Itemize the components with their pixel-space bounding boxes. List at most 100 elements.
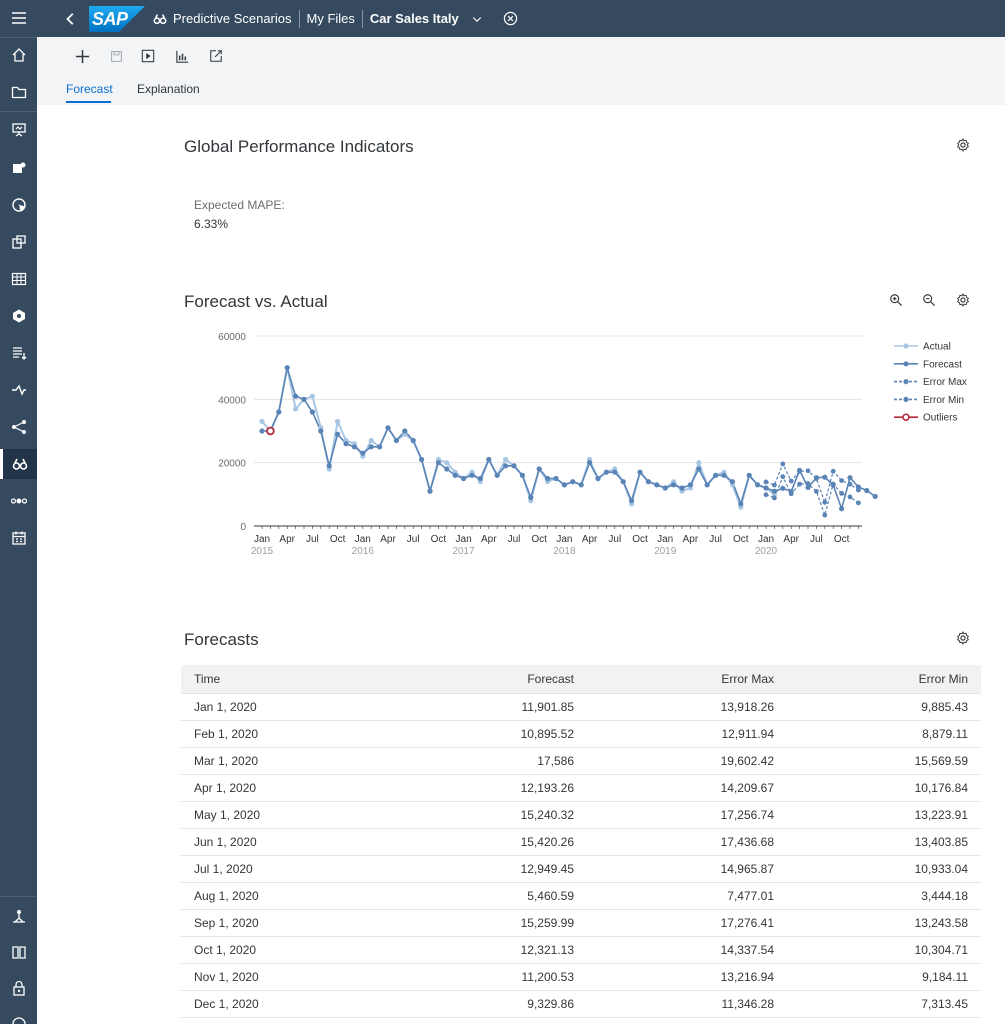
table-row[interactable]: Feb 1, 2020 10,895.52 12,911.94 8,879.11	[181, 720, 981, 748]
table-row[interactable]: Jan 1, 2020 11,901.85 13,918.26 9,885.43	[181, 693, 981, 721]
actual-point[interactable]	[503, 456, 509, 463]
error-min-point[interactable]	[805, 481, 811, 486]
error-max-point[interactable]	[822, 499, 828, 505]
actual-point[interactable]	[335, 418, 341, 425]
forecast-point[interactable]	[503, 463, 509, 469]
forecast-point[interactable]	[771, 488, 778, 494]
forecast-point[interactable]	[679, 485, 685, 491]
forecast-point[interactable]	[864, 487, 870, 494]
forecast-point[interactable]	[477, 475, 483, 482]
forecast-point[interactable]	[780, 485, 786, 491]
forecast-point[interactable]	[444, 466, 450, 472]
error-max-point[interactable]	[788, 478, 794, 484]
forecast-point[interactable]	[721, 472, 727, 478]
forecast-point[interactable]	[343, 441, 349, 447]
workflow-icon[interactable]	[0, 486, 37, 516]
error-max-point[interactable]	[772, 482, 777, 488]
forecast-point[interactable]	[805, 484, 811, 490]
forecast-point[interactable]	[654, 482, 660, 488]
forecast-point[interactable]	[637, 469, 643, 475]
forecast-point[interactable]	[284, 365, 290, 371]
column-header-forecast[interactable]: Forecast	[377, 665, 574, 694]
forecast-point[interactable]	[419, 456, 425, 463]
legend-label[interactable]: Forecast	[923, 359, 962, 370]
table-row[interactable]: Jun 1, 2020 15,420.26 17,436.68 13,403.85	[181, 828, 981, 856]
run-icon[interactable]	[137, 45, 159, 67]
table-row[interactable]: Apr 1, 2020 12,193.26 14,209.67 10,176.84	[181, 774, 981, 802]
forecast-point[interactable]	[553, 475, 559, 482]
forecast-point[interactable]	[368, 444, 374, 450]
forecast-point[interactable]	[393, 437, 399, 444]
error-max-point[interactable]	[839, 478, 844, 483]
legend-label[interactable]: Actual	[923, 342, 951, 353]
error-max-point[interactable]	[847, 481, 853, 487]
column-header-time[interactable]: Time	[181, 665, 377, 694]
forecast-point[interactable]	[494, 472, 500, 478]
forecast-point[interactable]	[377, 444, 383, 450]
forecast-point[interactable]	[662, 485, 668, 491]
actual-point[interactable]	[293, 406, 299, 412]
table-row[interactable]: Sep 1, 2020 15,259.99 17,276.41 13,243.58	[181, 909, 981, 937]
forecast-point[interactable]	[452, 472, 458, 478]
error-min-point[interactable]	[772, 495, 777, 501]
system-icon[interactable]	[0, 1008, 37, 1024]
forecast-point[interactable]	[713, 472, 719, 478]
error-min-point[interactable]	[847, 494, 853, 500]
forecast-point[interactable]	[839, 506, 845, 512]
menu-icon[interactable]	[0, 3, 37, 33]
forecast-point[interactable]	[318, 428, 324, 434]
table-row[interactable]: Jul 1, 2020 12,949.45 14,965.87 10,933.04	[181, 855, 981, 883]
actual-point[interactable]	[368, 437, 374, 444]
predictive-scenarios-icon[interactable]	[0, 449, 37, 479]
forecast-point[interactable]	[746, 472, 752, 478]
sap-logo[interactable]: SAP	[89, 5, 145, 32]
forecast-point[interactable]	[351, 444, 357, 450]
back-icon[interactable]	[59, 7, 83, 31]
analytics-icon[interactable]	[0, 190, 37, 220]
forecast-point[interactable]	[469, 472, 475, 478]
table-row[interactable]: Mar 1, 2020 17,586 19,602.42 15,569.59	[181, 747, 981, 775]
forecast-point[interactable]	[645, 479, 651, 485]
table-gear-icon[interactable]	[956, 631, 972, 647]
forecast-point[interactable]	[309, 409, 315, 415]
security-lock-icon[interactable]	[0, 973, 37, 1003]
error-max-point[interactable]	[805, 468, 811, 474]
forecast-point[interactable]	[612, 469, 618, 475]
error-min-point[interactable]	[856, 500, 861, 506]
chevron-down-icon[interactable]	[471, 13, 483, 25]
presentation-icon[interactable]	[0, 115, 37, 145]
table-row[interactable]: Oct 1, 2020 12,321.13 14,337.54 10,304.71	[181, 936, 981, 964]
error-max-point[interactable]	[780, 461, 786, 467]
forecast-point[interactable]	[578, 482, 584, 488]
error-min-point[interactable]	[814, 488, 819, 494]
forecast-point[interactable]	[545, 475, 551, 482]
actual-point[interactable]	[696, 460, 702, 466]
table-row[interactable]: Dec 1, 2020 9,329.86 11,346.28 7,313.45	[181, 990, 981, 1018]
zoom-in-icon[interactable]	[889, 293, 905, 309]
error-min-point[interactable]	[763, 492, 769, 498]
actual-point[interactable]	[309, 393, 315, 399]
forecast-point[interactable]	[755, 482, 761, 488]
tab-forecast[interactable]: Forecast	[66, 82, 113, 96]
outlier-point[interactable]	[266, 426, 275, 436]
connections-icon[interactable]	[0, 375, 37, 405]
actual-point[interactable]	[259, 418, 265, 425]
legend-label[interactable]: Error Min	[923, 395, 964, 406]
table-row[interactable]: Aug 1, 2020 5,460.59 7,477.01 3,444.18	[181, 882, 981, 910]
data-table-icon[interactable]	[0, 264, 37, 294]
forecast-point[interactable]	[629, 498, 635, 504]
folder-icon[interactable]	[0, 77, 37, 107]
error-max-point[interactable]	[763, 479, 769, 485]
forecast-point[interactable]	[511, 463, 517, 469]
forecast-point[interactable]	[528, 494, 534, 501]
boardroom-icon[interactable]	[0, 227, 37, 257]
chart-gear-icon[interactable]	[956, 293, 972, 309]
home-icon[interactable]	[0, 40, 37, 70]
help-book-icon[interactable]	[0, 937, 37, 967]
error-max-point[interactable]	[830, 468, 836, 474]
forecast-point[interactable]	[738, 501, 744, 507]
forecast-point[interactable]	[587, 460, 593, 466]
forecast-vs-actual-chart[interactable]: 60000 40000 20000 0 Jan Apr Jul Oct Jan Apr Jul Oct…	[184, 325, 984, 565]
forecast-point[interactable]	[704, 482, 710, 488]
actual-point[interactable]	[444, 460, 450, 466]
